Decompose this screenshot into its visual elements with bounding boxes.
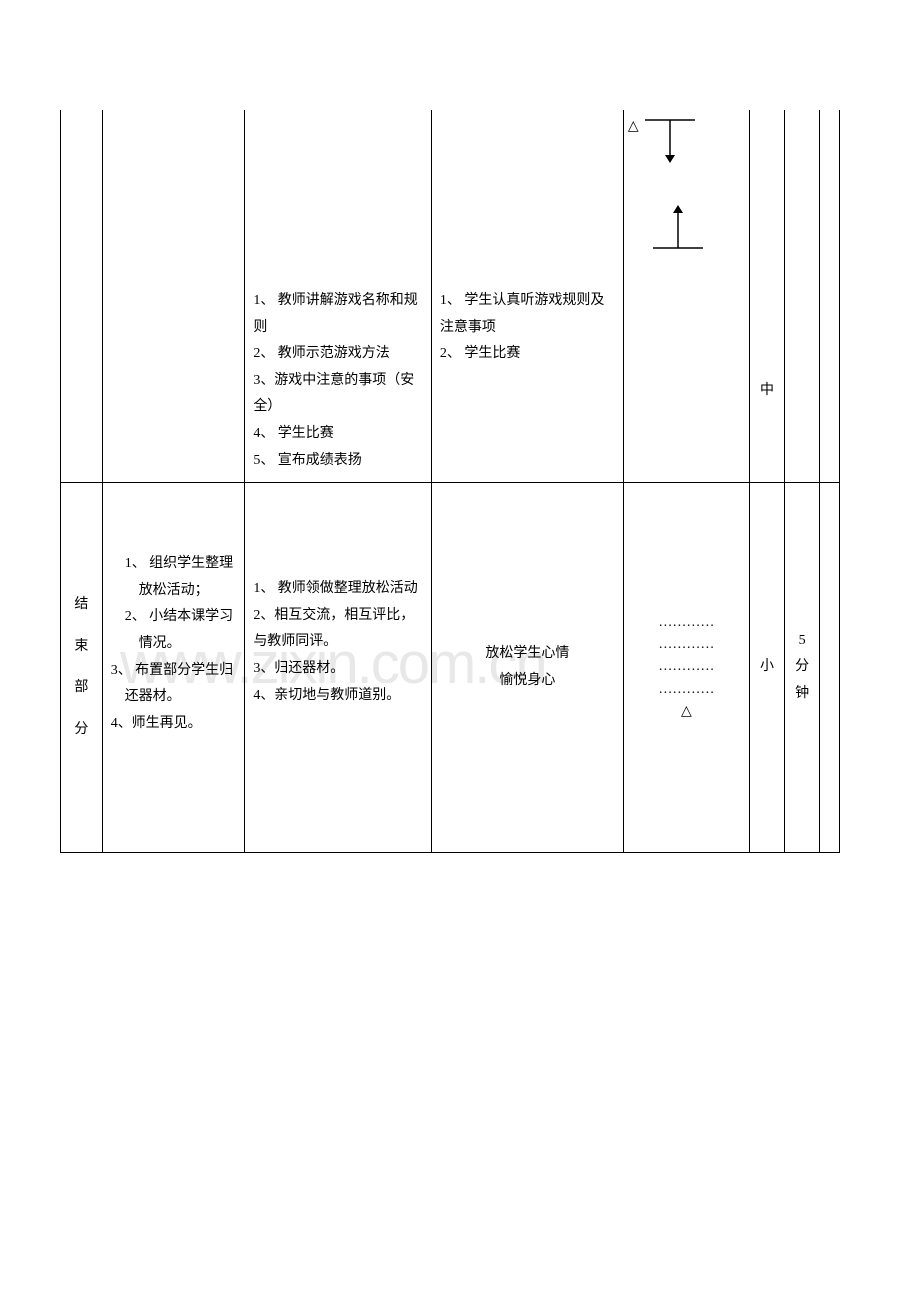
last-cell-empty2 [820,483,840,853]
intensity-cell-1: 中 [750,110,785,483]
teacher-steps-cell: 1、 教师讲解游戏名称和规则2、 教师示范游戏方法3、游戏中注意的事项（安全）4… [245,110,432,483]
arrow-diagram-top: △ [640,118,700,179]
content3-cell: 放松学生心情愉悦身心 [431,483,623,853]
student-steps-text: 1、 学生认真听游戏规则及注意事项2、 学生比赛 [438,288,617,368]
diagram-cell-1: △ [623,110,749,483]
dots-row: ………… [630,679,743,701]
content1-cell: 1、 组织学生整理放松活动； 2、 小结本课学习情况。 3、 布置部分学生归还器… [102,483,245,853]
triangle-marker: △ [628,114,639,141]
dots-row: ………… [630,612,743,634]
last-cell-empty [820,110,840,483]
dots-formation: ………… ………… ………… ………… △ [630,612,743,724]
time-cell-empty [785,110,820,483]
content3-text: 放松学生心情愉悦身心 [485,646,569,688]
up-arrow-icon [648,203,708,253]
list-item: 4、师生再见。 [111,711,239,738]
table-row: 结 束 部 分 1、 组织学生整理放松活动； 2、 小结本课学习情况。 3、 布… [61,483,840,853]
list-item: 3、归还器材。 [253,656,425,683]
section-char: 分 [65,717,98,744]
section-cell-end: 结 束 部 分 [61,483,103,853]
intensity-label: 中 [760,383,774,398]
section-char: 部 [65,675,98,702]
list-item: 1、 教师领做整理放松活动 [253,576,425,603]
dots-row: ………… [630,656,743,678]
intensity-cell-2: 小 [750,483,785,853]
triangle-marker: △ [630,701,743,723]
diagram-cell-2: ………… ………… ………… ………… △ [623,483,749,853]
time-value: 5 [787,628,817,655]
section-char: 结 [65,592,98,619]
dots-row: ………… [630,634,743,656]
arrow-diagram-bottom [648,203,708,264]
time-unit: 分 [787,654,817,681]
list-item: 2、相互交流，相互评比，与教师同评。 [253,603,425,656]
list-item: 2、 小结本课学习情况。 [111,604,239,657]
teacher-steps-text: 1、 教师讲解游戏名称和规则2、 教师示范游戏方法3、游戏中注意的事项（安全）4… [251,288,425,474]
time-unit: 钟 [787,681,817,708]
list-item: 1、 组织学生整理放松活动； [111,551,239,604]
list-item: 3、 布置部分学生归还器材。 [111,658,239,711]
intensity-label: 小 [760,659,774,674]
down-arrow-icon [640,118,700,168]
content2-cell: 1、 教师领做整理放松活动 2、相互交流，相互评比，与教师同评。 3、归还器材。… [245,483,432,853]
student-steps-cell: 1、 学生认真听游戏规则及注意事项2、 学生比赛 [431,110,623,483]
content1-cell-empty [102,110,245,483]
section-cell-empty [61,110,103,483]
table-row: 1、 教师讲解游戏名称和规则2、 教师示范游戏方法3、游戏中注意的事项（安全）4… [61,110,840,483]
lesson-plan-table: 1、 教师讲解游戏名称和规则2、 教师示范游戏方法3、游戏中注意的事项（安全）4… [60,110,840,853]
time-cell: 5 分 钟 [785,483,820,853]
section-char: 束 [65,634,98,661]
list-item: 4、亲切地与教师道别。 [253,683,425,710]
